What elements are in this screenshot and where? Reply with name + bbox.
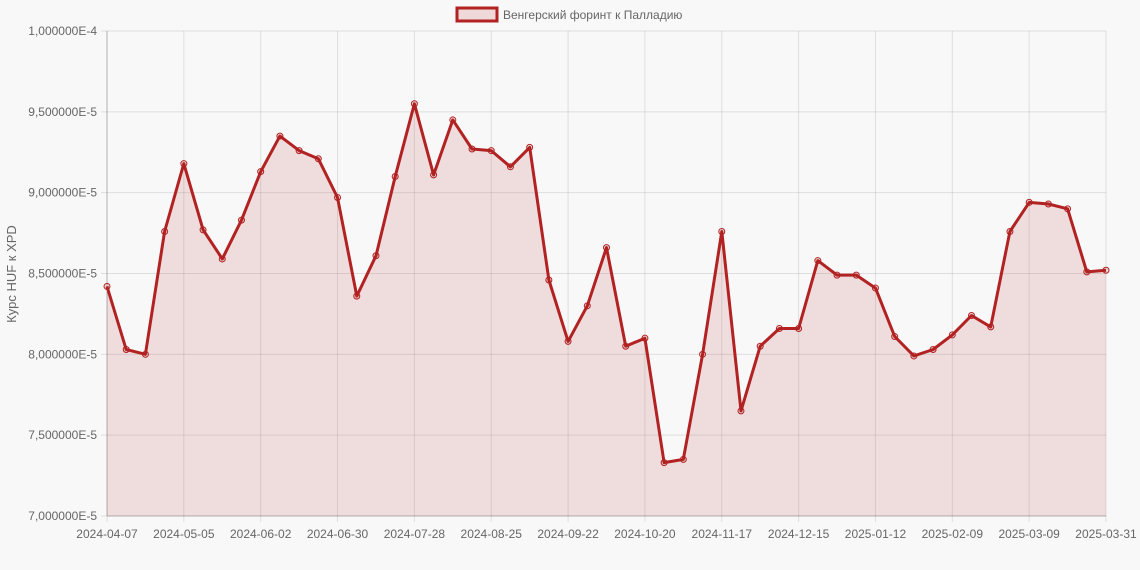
data-point[interactable] xyxy=(1044,200,1052,208)
data-point[interactable] xyxy=(449,116,457,124)
y-tick-label: 1,000000E-4 xyxy=(28,24,97,38)
data-point[interactable] xyxy=(276,132,284,140)
data-point[interactable] xyxy=(775,324,783,332)
x-tick-label: 2025-03-09 xyxy=(998,527,1060,541)
data-point[interactable] xyxy=(679,455,687,463)
legend-swatch[interactable] xyxy=(455,6,499,23)
data-point[interactable] xyxy=(1064,205,1072,213)
data-point[interactable] xyxy=(468,145,476,153)
data-point[interactable] xyxy=(699,350,707,358)
data-point[interactable] xyxy=(737,407,745,415)
grid-lines xyxy=(101,30,1107,522)
x-tick-label: 2024-09-22 xyxy=(537,527,599,541)
data-point[interactable] xyxy=(603,244,610,252)
data-point[interactable] xyxy=(526,143,534,151)
data-point[interactable] xyxy=(430,171,438,179)
y-tick-label: 7,000000E-5 xyxy=(28,509,97,523)
y-axis-ticks: 1,000000E-4 9,500000E-5 9,000000E-5 8,50000… xyxy=(28,24,97,523)
data-point[interactable] xyxy=(372,252,380,260)
data-point[interactable] xyxy=(871,284,879,292)
data-point[interactable] xyxy=(564,337,572,345)
data-point[interactable] xyxy=(103,282,111,290)
data-point[interactable] xyxy=(161,227,169,235)
data-point[interactable] xyxy=(506,163,514,171)
x-tick-label: 2024-06-02 xyxy=(230,527,292,541)
x-tick-label: 2024-08-25 xyxy=(461,527,523,541)
data-point[interactable] xyxy=(1025,198,1033,206)
data-point[interactable] xyxy=(891,333,899,341)
y-tick-label: 8,000000E-5 xyxy=(28,347,97,361)
data-point[interactable] xyxy=(353,292,361,300)
y-tick-label: 8,500000E-5 xyxy=(28,267,97,281)
data-point[interactable] xyxy=(622,342,630,350)
x-tick-label: 2025-03-31 xyxy=(1075,527,1137,541)
data-point[interactable] xyxy=(987,323,995,331)
y-axis-title: Курс HUF к XPD xyxy=(4,225,19,323)
x-tick-label: 2024-11-17 xyxy=(692,527,753,541)
data-point[interactable] xyxy=(660,459,668,467)
x-tick-label: 2024-04-07 xyxy=(76,527,138,541)
x-tick-label: 2025-02-09 xyxy=(922,527,984,541)
data-point[interactable] xyxy=(641,334,649,342)
data-point[interactable] xyxy=(852,271,860,279)
x-tick-label: 2024-07-28 xyxy=(384,527,446,541)
x-tick-label: 2025-01-12 xyxy=(845,527,907,541)
data-point[interactable] xyxy=(545,276,553,284)
data-point[interactable] xyxy=(218,255,226,263)
data-point[interactable] xyxy=(180,160,188,168)
data-point[interactable] xyxy=(948,331,956,339)
y-tick-label: 9,000000E-5 xyxy=(28,186,97,200)
data-point[interactable] xyxy=(410,100,418,108)
x-tick-label: 2024-05-05 xyxy=(153,527,215,541)
data-point[interactable] xyxy=(1006,227,1014,235)
data-point[interactable] xyxy=(314,155,322,163)
legend-label: Венгерский форинт к Палладию xyxy=(503,8,682,22)
data-point[interactable] xyxy=(295,147,303,155)
data-point[interactable] xyxy=(910,352,918,360)
x-tick-label: 2024-06-30 xyxy=(307,527,369,541)
y-tick-label: 7,500000E-5 xyxy=(28,428,97,442)
data-point[interactable] xyxy=(833,271,841,279)
data-point[interactable] xyxy=(814,257,822,265)
data-point[interactable] xyxy=(237,216,245,224)
y-tick-label: 9,500000E-5 xyxy=(28,105,97,119)
data-point[interactable] xyxy=(968,312,976,320)
data-point[interactable] xyxy=(756,342,764,350)
x-axis-ticks: 2024-04-07 2024-05-05 2024-06-02 2024-06-30… xyxy=(76,527,1137,541)
data-point[interactable] xyxy=(487,147,495,155)
series-points[interactable] xyxy=(103,100,1110,467)
x-tick-label: 2024-12-15 xyxy=(768,527,830,541)
x-tick-label: 2024-10-20 xyxy=(614,527,676,541)
data-point[interactable] xyxy=(1083,268,1091,276)
data-point[interactable] xyxy=(718,227,726,235)
data-point[interactable] xyxy=(929,345,937,353)
series-area-fill xyxy=(107,103,1106,517)
data-point[interactable] xyxy=(257,168,265,176)
data-point[interactable] xyxy=(141,350,149,358)
series-line xyxy=(105,102,1107,465)
data-point[interactable] xyxy=(391,173,399,180)
data-point[interactable] xyxy=(199,226,207,234)
data-point[interactable] xyxy=(334,194,342,202)
data-point[interactable] xyxy=(795,324,803,332)
data-point[interactable] xyxy=(1102,266,1110,274)
data-point[interactable] xyxy=(122,345,130,353)
data-point[interactable] xyxy=(583,302,591,310)
legend[interactable]: Венгерский форинт к Палладию xyxy=(455,6,682,23)
